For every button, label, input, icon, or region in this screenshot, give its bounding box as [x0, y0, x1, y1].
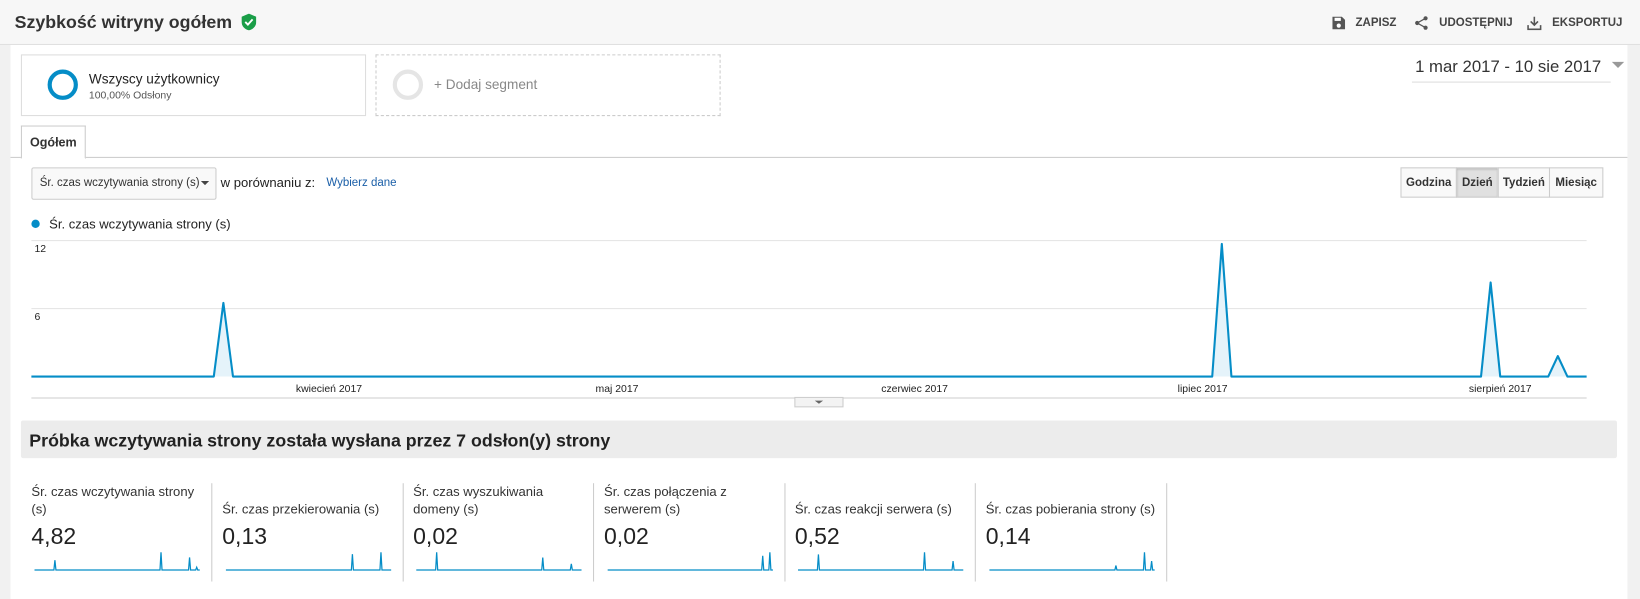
save-button[interactable]: ZAPISZ — [1355, 16, 1397, 30]
save-icon[interactable] — [1331, 16, 1346, 31]
x-tick-label: maj 2017 — [596, 384, 639, 395]
sparkline-path — [416, 552, 582, 571]
metric-separator — [402, 483, 404, 582]
x-tick-label: lipiec 2017 — [1178, 384, 1228, 395]
date-text: 1 mar 2017 - 10 sie 2017 — [1415, 58, 1602, 77]
segment-name: Wszyscy użytkownicy — [88, 71, 220, 87]
legend-label: Śr. czas wczytywania strony (s) — [49, 217, 230, 232]
report-panel — [10, 44, 1628, 599]
sparkline — [416, 552, 582, 571]
title-text: Szybkość witryny ogółem — [14, 12, 233, 33]
sparkline — [988, 552, 1155, 571]
segment-detail: 100,00% Odsłony — [88, 89, 172, 102]
metric-select-text: Śr. czas wczytywania strony (s) — [39, 176, 200, 190]
add-segment-label: + Dodaj segment — [434, 76, 538, 93]
compare-label: w porównaniu z: — [220, 175, 316, 191]
page-title: Szybkość witryny ogółem — [15, 13, 256, 34]
sparkline — [798, 552, 964, 571]
sparkline-path — [607, 552, 773, 571]
sparkline-path — [988, 552, 1155, 571]
summary-text: Próbka wczytywania strony została wysłan… — [29, 430, 611, 451]
toggle-arrow — [814, 400, 824, 404]
segment-ring — [47, 69, 78, 100]
metric-label: Śr. czas przekierowania (s) — [222, 502, 380, 517]
sparkline-path — [798, 552, 964, 571]
summary-bar: Próbka wczytywania strony została wysłan… — [20, 420, 1617, 459]
select-arrow — [200, 180, 210, 186]
date-range[interactable]: 1 mar 2017 - 10 sie 2017 — [1415, 59, 1625, 78]
share-icon[interactable] — [1414, 16, 1429, 31]
segment-card[interactable]: Wszyscy użytkownicy 100,00% Odsłony — [20, 54, 367, 117]
granularity-button[interactable]: Tydzień — [1497, 167, 1551, 198]
metric-card: Śr. czas przekierowania (s) 0,13 — [222, 483, 412, 581]
granularity-button[interactable]: Miesiąc — [1548, 167, 1604, 198]
sparkline — [607, 552, 773, 571]
granularity-button[interactable]: Dzień — [1455, 167, 1499, 198]
metric-label: Śr. czas wyszukiwania domeny (s) — [413, 484, 544, 517]
metric-card: Śr. czas połączenia z serwerem (s) 0,02 — [604, 483, 794, 581]
metric-separator — [783, 483, 785, 582]
metric-value: 0,14 — [985, 522, 1031, 550]
metric-separator — [1165, 483, 1167, 582]
metric-select[interactable]: Śr. czas wczytywania strony (s) — [31, 167, 217, 200]
y-tick-label: 12 — [35, 244, 47, 255]
metric-label: Śr. czas połączenia z serwerem (s) — [604, 484, 727, 517]
x-tick-label: czerwiec 2017 — [881, 384, 948, 395]
metric-value: 0,13 — [222, 522, 268, 550]
metric-value: 0,52 — [794, 522, 840, 550]
sparkline — [34, 552, 200, 571]
metric-separator — [211, 483, 213, 582]
metric-value: 4,82 — [31, 522, 77, 550]
verified-icon — [241, 13, 256, 31]
line-chart: Śr. czas wczytywania strony (s) 6 12 kwieci… — [31, 217, 1587, 408]
header-bar — [0, 0, 1640, 45]
metric-separator — [593, 483, 595, 582]
metric-value: 0,02 — [413, 522, 458, 550]
metric-label: Śr. czas pobierania strony (s) — [985, 502, 1156, 517]
date-underline — [1411, 81, 1611, 83]
metric-card: Śr. czas wyszukiwania domeny (s) 0,02 — [413, 483, 603, 581]
metric-card: Śr. czas wczytywania strony (s) 4,82 — [31, 483, 221, 581]
sparkline — [225, 552, 391, 571]
add-segment[interactable]: + Dodaj segment — [375, 54, 721, 117]
y-tick-label: 6 — [35, 312, 41, 323]
export-button[interactable]: EKSPORTUJ — [1552, 16, 1623, 30]
metric-separator — [974, 483, 976, 582]
granularity-button[interactable]: Godzina — [1400, 167, 1457, 198]
legend-dot — [31, 219, 40, 229]
tab[interactable]: Ogółem — [20, 125, 86, 159]
metric-card: Śr. czas pobierania strony (s) 0,14 — [986, 483, 1176, 581]
x-tick-label: kwiecień 2017 — [296, 384, 362, 395]
dropdown-arrow — [1612, 61, 1625, 68]
metric-card: Śr. czas reakcji serwera (s) 0,52 — [795, 483, 985, 581]
tab-line — [10, 156, 1628, 158]
sparkline-path — [225, 552, 391, 571]
metric-label: Śr. czas wczytywania strony (s) — [31, 484, 195, 517]
line-area — [31, 243, 1587, 377]
metric-value: 0,02 — [604, 522, 649, 550]
compare-link[interactable]: Wybierz dane — [326, 176, 397, 190]
metric-label: Śr. czas reakcji serwera (s) — [794, 502, 952, 517]
line-series — [31, 242, 1587, 378]
sparkline-path — [34, 552, 200, 571]
export-icon[interactable] — [1527, 16, 1542, 31]
share-button[interactable]: UDOSTĘPNIJ — [1439, 16, 1513, 30]
x-tick-label: sierpień 2017 — [1469, 384, 1532, 395]
empty-ring — [392, 69, 424, 100]
